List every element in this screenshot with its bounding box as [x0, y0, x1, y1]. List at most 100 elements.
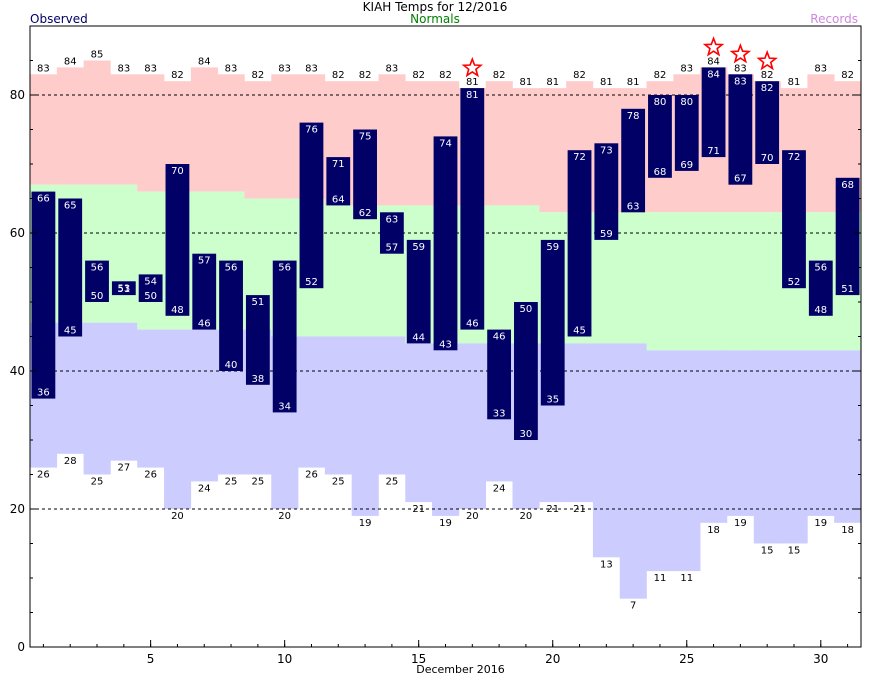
observed-low-label: 64: [332, 194, 345, 205]
record-low-label: 7: [630, 601, 636, 612]
observed-bar: [31, 191, 56, 399]
observed-high-label: 46: [493, 332, 506, 343]
record-high-band: [217, 74, 245, 192]
record-low-band: [378, 336, 406, 475]
observed-high-label: 78: [627, 111, 640, 122]
record-high-label: 81: [546, 77, 559, 88]
record-low-label: 24: [198, 483, 211, 494]
normal-band: [673, 212, 701, 351]
record-high-band: [539, 88, 567, 213]
observed-low-label: 51: [117, 284, 130, 295]
record-low-label: 26: [305, 470, 318, 481]
observed-bar: [245, 295, 270, 385]
record-low-band: [646, 350, 674, 572]
observed-bar: [648, 95, 672, 178]
record-low-band: [673, 350, 701, 572]
record-high-label: 82: [359, 70, 372, 81]
record-high-band: [485, 81, 513, 206]
record-high-label: 82: [573, 70, 586, 81]
record-low-label: 19: [439, 518, 452, 529]
record-high-label: 81: [627, 77, 640, 88]
observed-high-label: 75: [359, 132, 372, 143]
record-high-label: 82: [654, 70, 667, 81]
observed-bar: [111, 281, 136, 296]
record-low-label: 11: [680, 573, 693, 584]
record-low-band: [164, 329, 192, 509]
record-low-band: [566, 343, 594, 503]
x-axis-label: December 2016: [416, 663, 505, 676]
record-high-label: 85: [91, 50, 104, 61]
record-high-band: [190, 67, 218, 192]
legend-normals-label: Normals: [410, 12, 460, 26]
record-high-label: 83: [37, 63, 50, 74]
observed-low-label: 63: [627, 201, 640, 212]
chart-title: KIAH Temps for 12/2016: [362, 0, 508, 14]
observed-low-label: 46: [198, 319, 211, 330]
record-high-label: 83: [278, 63, 291, 74]
record-low-label: 20: [466, 511, 479, 522]
record-low-band: [405, 343, 433, 503]
record-high-label: 84: [707, 56, 720, 67]
record-high-label: 84: [198, 56, 211, 67]
record-high-label: 83: [225, 63, 238, 74]
observed-bar: [406, 239, 431, 344]
record-low-label: 15: [761, 546, 774, 557]
observed-low-label: 43: [439, 339, 452, 350]
record-low-band: [298, 336, 326, 468]
observed-high-label: 72: [573, 152, 586, 163]
record-high-label: 82: [493, 70, 506, 81]
record-high-band: [56, 67, 84, 185]
observed-low-label: 50: [144, 291, 157, 302]
x-tick-label: 25: [679, 652, 694, 666]
y-tick-label: 0: [17, 640, 25, 654]
observed-bar: [755, 81, 780, 164]
y-tick-label: 80: [10, 88, 25, 102]
legend-records-label: Records: [810, 12, 858, 26]
observed-bar: [219, 260, 243, 371]
observed-low-label: 52: [788, 277, 801, 288]
observed-low-label: 62: [359, 208, 372, 219]
x-tick-label: 20: [545, 652, 560, 666]
record-low-label: 19: [359, 518, 372, 529]
record-low-label: 26: [144, 470, 157, 481]
record-high-label: 84: [64, 56, 77, 67]
record-high-label: 81: [788, 77, 801, 88]
observed-bar: [728, 74, 753, 185]
record-low-label: 27: [117, 463, 130, 474]
record-high-band: [30, 74, 58, 185]
record-low-band: [56, 322, 84, 454]
y-tick-label: 40: [10, 364, 25, 378]
record-high-band: [807, 74, 835, 213]
observed-high-label: 51: [251, 297, 264, 308]
record-low-label: 18: [707, 525, 720, 536]
record-high-label: 82: [332, 70, 345, 81]
record-low-band: [834, 350, 862, 523]
record-high-band: [137, 74, 165, 192]
observed-bar: [299, 122, 324, 289]
normal-band: [110, 184, 138, 323]
observed-high-label: 59: [412, 242, 425, 253]
record-low-label: 25: [91, 477, 104, 488]
record-high-label: 82: [412, 70, 425, 81]
observed-low-label: 45: [64, 326, 77, 337]
x-tick-label: 15: [411, 652, 426, 666]
record-high-label: 82: [251, 70, 264, 81]
legend-observed-label: Observed: [30, 12, 88, 26]
record-high-label: 83: [734, 63, 747, 74]
observed-high-label: 56: [225, 263, 238, 274]
observed-high-label: 71: [332, 159, 345, 170]
observed-bar: [460, 88, 485, 330]
record-high-label: 83: [144, 63, 157, 74]
observed-low-label: 34: [278, 401, 291, 412]
observed-low-label: 46: [466, 319, 479, 330]
record-low-label: 18: [841, 525, 854, 536]
normal-band: [485, 205, 513, 344]
observed-high-label: 74: [439, 138, 452, 149]
record-low-band: [110, 322, 138, 461]
record-low-band: [753, 350, 781, 544]
observed-bar: [192, 253, 217, 330]
record-low-band: [700, 350, 728, 523]
normal-band: [646, 212, 674, 351]
observed-low-label: 33: [493, 408, 506, 419]
observed-low-label: 59: [600, 229, 613, 240]
